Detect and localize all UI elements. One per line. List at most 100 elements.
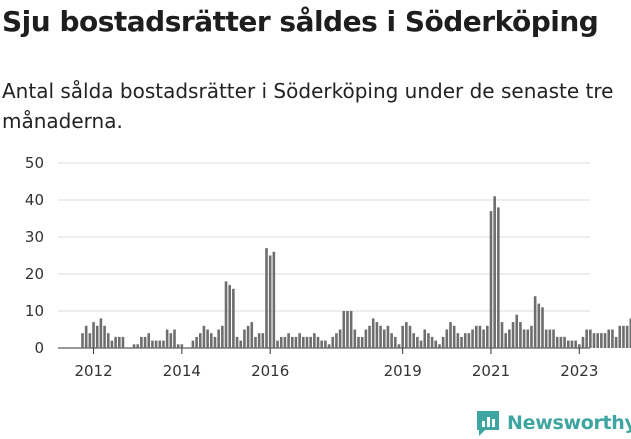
brand-name: Newsworthy bbox=[507, 412, 631, 434]
bar bbox=[338, 329, 342, 348]
chart-subtitle: Antal sålda bostadsrätter i Söderköping … bbox=[2, 79, 614, 133]
bar bbox=[416, 336, 419, 348]
bar bbox=[81, 333, 84, 348]
bar bbox=[478, 325, 482, 348]
bar bbox=[316, 336, 320, 348]
bar bbox=[324, 340, 327, 348]
bar bbox=[335, 333, 338, 348]
bar bbox=[261, 333, 265, 348]
x-tick-label: 2014 bbox=[163, 362, 201, 380]
bar bbox=[342, 311, 346, 348]
bar bbox=[570, 340, 574, 348]
bar bbox=[121, 336, 125, 348]
bar bbox=[408, 325, 412, 348]
bar bbox=[493, 196, 496, 348]
bar bbox=[427, 333, 430, 348]
bar bbox=[364, 329, 368, 348]
bar bbox=[578, 344, 581, 348]
bar bbox=[353, 329, 357, 348]
bar bbox=[309, 336, 312, 348]
bar bbox=[515, 314, 519, 348]
bar bbox=[213, 336, 217, 348]
bar bbox=[463, 333, 467, 348]
bar bbox=[169, 333, 173, 348]
bar bbox=[555, 336, 559, 348]
bar bbox=[265, 248, 268, 348]
bar bbox=[290, 336, 294, 348]
x-tick-label: 2012 bbox=[74, 362, 112, 380]
bar bbox=[552, 329, 555, 348]
grid-lines bbox=[58, 162, 590, 349]
bar bbox=[585, 329, 588, 348]
chart-title: Sju bostadsrätter såldes i Söderköping bbox=[2, 5, 599, 38]
x-tick-label: 2016 bbox=[251, 362, 289, 380]
bar bbox=[530, 325, 533, 348]
bar bbox=[412, 333, 415, 348]
bar bbox=[607, 329, 611, 348]
bar bbox=[320, 340, 323, 348]
x-tick-label: 2019 bbox=[384, 362, 422, 380]
bar bbox=[136, 344, 139, 348]
bar bbox=[114, 336, 117, 348]
bar bbox=[537, 303, 541, 348]
bar bbox=[232, 288, 235, 348]
bar bbox=[548, 329, 552, 348]
bar bbox=[210, 333, 213, 348]
bar bbox=[419, 340, 423, 348]
bar bbox=[92, 322, 95, 348]
bars bbox=[81, 196, 631, 348]
bar bbox=[386, 325, 390, 348]
bar bbox=[287, 333, 290, 348]
bar bbox=[497, 207, 500, 348]
bar bbox=[217, 329, 220, 348]
bar bbox=[614, 336, 618, 348]
y-tick-label: 20 bbox=[25, 265, 44, 283]
bar bbox=[563, 336, 566, 348]
bar bbox=[603, 333, 607, 348]
bar bbox=[511, 322, 515, 348]
bar bbox=[327, 344, 331, 348]
bar bbox=[390, 333, 393, 348]
bar bbox=[489, 211, 493, 348]
bar bbox=[360, 336, 364, 348]
bar bbox=[467, 333, 471, 348]
bar bbox=[544, 329, 548, 348]
bar bbox=[519, 322, 522, 348]
bar bbox=[482, 329, 485, 348]
bar bbox=[140, 336, 143, 348]
bar bbox=[176, 344, 180, 348]
bar bbox=[106, 333, 110, 348]
bar bbox=[198, 333, 202, 348]
bar bbox=[95, 325, 99, 348]
bar bbox=[151, 340, 154, 348]
bar bbox=[195, 336, 198, 348]
bar bbox=[110, 340, 114, 348]
bar bbox=[331, 336, 335, 348]
bar bbox=[254, 336, 257, 348]
y-tick-label: 30 bbox=[25, 228, 44, 246]
bar bbox=[438, 344, 441, 348]
bar bbox=[449, 322, 452, 348]
bar bbox=[279, 336, 283, 348]
bar bbox=[625, 325, 629, 348]
bar bbox=[526, 329, 530, 348]
bar bbox=[103, 325, 106, 348]
bar bbox=[566, 340, 570, 348]
y-tick-label: 0 bbox=[34, 339, 44, 357]
bar bbox=[346, 311, 349, 348]
bar bbox=[239, 340, 243, 348]
bar bbox=[228, 285, 231, 348]
bar bbox=[305, 336, 309, 348]
y-tick-label: 50 bbox=[25, 154, 44, 172]
bar bbox=[88, 333, 92, 348]
bar bbox=[132, 344, 136, 348]
bar bbox=[191, 340, 195, 348]
bar bbox=[581, 336, 585, 348]
bar bbox=[559, 336, 563, 348]
bar bbox=[592, 333, 596, 348]
bar bbox=[394, 336, 397, 348]
bar bbox=[313, 333, 316, 348]
bar bbox=[401, 325, 404, 348]
bar bbox=[349, 311, 353, 348]
